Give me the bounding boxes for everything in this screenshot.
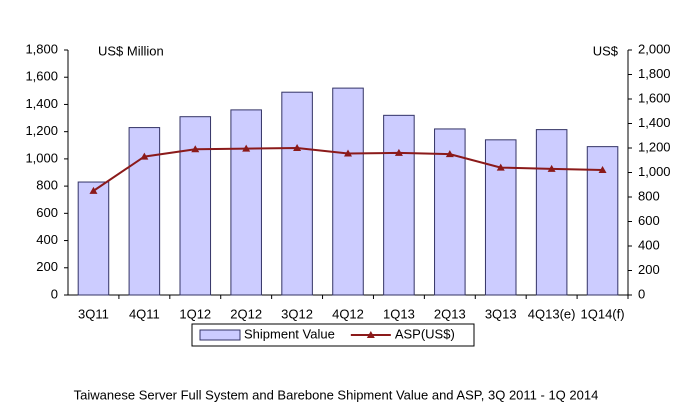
- bar: [332, 87, 364, 296]
- y-tick-label: 800: [36, 178, 58, 193]
- marker: [293, 144, 302, 151]
- x-tick-label: 4Q12: [332, 306, 364, 321]
- x-tick-label: 3Q12: [281, 306, 313, 321]
- marker: [598, 166, 607, 174]
- y-tick-label: 1,000: [25, 150, 58, 165]
- y2-tick-label: 600: [638, 213, 660, 228]
- y2-tick-label: 1,400: [638, 115, 671, 130]
- bar: [535, 129, 568, 296]
- marker: [547, 164, 556, 172]
- marker: [191, 145, 200, 153]
- bar: [383, 114, 415, 296]
- y-tick-label: 0: [51, 286, 58, 301]
- y-tick-label: 600: [36, 205, 58, 220]
- bar: [281, 91, 313, 296]
- marker: [242, 144, 251, 152]
- legend-swatch: [199, 329, 241, 341]
- marker: [394, 148, 403, 156]
- y-tick-label: 1,600: [25, 69, 58, 84]
- y-tick-label: 1,400: [25, 96, 58, 111]
- x-tick-label: 3Q11: [78, 306, 109, 321]
- bar: [230, 109, 262, 296]
- x-tick-label: 1Q12: [179, 306, 211, 321]
- y-axis-label: US$ Million: [98, 43, 164, 58]
- y2-tick-label: 400: [638, 237, 660, 252]
- y2-tick-label: 0: [638, 286, 645, 301]
- y2-tick-label: 1,000: [638, 164, 671, 179]
- x-tick-label: 4Q11: [129, 306, 160, 321]
- y-tick-label: 1,800: [25, 41, 58, 56]
- bar: [179, 116, 212, 296]
- y2-tick-label: 800: [638, 188, 660, 203]
- y-tick-label: 200: [36, 259, 58, 274]
- y2-tick-label: 1,600: [638, 90, 671, 105]
- y2-tick-label: 200: [638, 262, 660, 277]
- y2-tick-label: 1,200: [638, 139, 671, 154]
- legend-marker: [366, 331, 375, 338]
- x-tick-label: 4Q13(e): [528, 306, 576, 321]
- x-tick-label: 2Q12: [230, 306, 262, 321]
- legend-box: [191, 323, 475, 347]
- x-tick-label: 2Q13: [434, 306, 466, 321]
- marker: [140, 152, 149, 160]
- y-tick-label: 1,200: [25, 123, 58, 138]
- x-tick-label: 1Q13: [383, 306, 415, 321]
- marker: [89, 186, 98, 194]
- marker: [496, 163, 505, 171]
- y-tick-label: 400: [36, 232, 58, 247]
- marker: [445, 150, 454, 158]
- x-tick-label: 1Q14(f): [581, 306, 625, 321]
- x-tick-label: 3Q13: [485, 306, 517, 321]
- bar: [77, 181, 110, 296]
- legend-label: ASP(US$): [395, 326, 455, 341]
- marker: [344, 149, 352, 157]
- bar: [484, 139, 517, 296]
- y2-axis-label: US$: [593, 43, 619, 58]
- y2-tick-label: 2,000: [638, 41, 671, 56]
- caption: Taiwanese Server Full System and Barebon…: [74, 387, 599, 402]
- legend-label: Shipment Value: [244, 326, 335, 341]
- y2-tick-label: 1,800: [638, 66, 671, 81]
